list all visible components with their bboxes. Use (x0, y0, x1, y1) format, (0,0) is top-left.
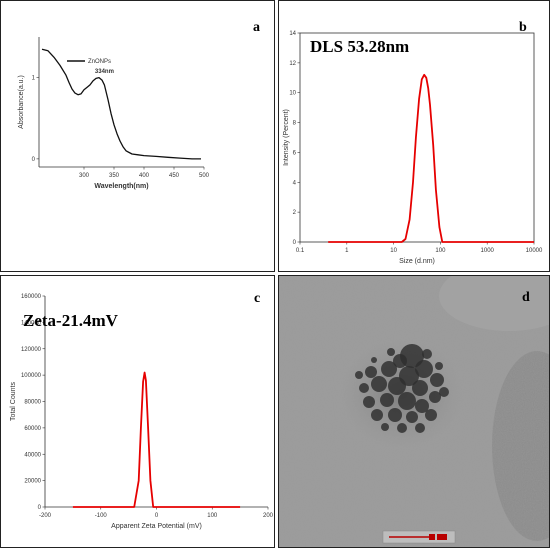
tem-particle (371, 409, 383, 421)
x-tick-label: 100 (435, 248, 446, 254)
tem-particle (381, 361, 397, 377)
tem-particle (387, 348, 395, 356)
series-line (72, 371, 241, 508)
tem-particle (430, 373, 444, 387)
tem-particle (371, 357, 377, 363)
y-tick-label: 120000 (21, 347, 42, 353)
x-tick-label: 1 (345, 248, 349, 254)
tem-particle (425, 409, 437, 421)
y-tick-label: 0 (38, 505, 42, 511)
x-axis-label: Size (d.nm) (399, 258, 435, 265)
y-tick-label: 20000 (24, 479, 41, 485)
y-tick-label: 12 (289, 61, 296, 67)
tem-particle (397, 423, 407, 433)
y-tick-label: 1 (32, 76, 36, 82)
panel-c-zeta-chart: -200 -100 0 100 200 0 20000 40000 60000 80000 1000… (0, 275, 275, 548)
tem-particle (388, 408, 402, 422)
y-axis-label: Intensity (Percent) (283, 109, 290, 166)
tem-particle (406, 411, 418, 423)
y-tick-label: 14 (289, 31, 296, 37)
x-tick-label: -100 (95, 513, 108, 519)
panel-letter-c: c (254, 291, 260, 306)
x-axis-label: Apparent Zeta Potential (mV) (111, 523, 202, 530)
tem-particle (371, 376, 387, 392)
y-tick-label: 4 (293, 180, 297, 186)
y-tick-label: 140000 (21, 320, 42, 326)
panel-letter-d: d (522, 290, 530, 305)
tem-particle (415, 399, 429, 413)
panel-letter-b: b (519, 20, 527, 35)
x-tick-label: 500 (199, 173, 210, 179)
x-tick-label: 1000 (481, 248, 495, 254)
y-tick-label: 40000 (24, 452, 41, 458)
x-tick-label: 300 (79, 173, 90, 179)
x-tick-label: 350 (109, 173, 120, 179)
plot-frame (299, 32, 535, 243)
y-tick-label: 2 (293, 210, 297, 216)
tem-particle (435, 362, 443, 370)
series-line (328, 73, 534, 243)
tem-svg: d (279, 276, 549, 547)
series-line (41, 48, 201, 160)
zeta-title: Zeta-21.4mV (23, 311, 119, 330)
tem-particle (380, 393, 394, 407)
tem-particle (412, 380, 428, 396)
panel-b-dls-chart: 0.1 1 10 100 1000 10000 0 2 4 6 8 10 12 14 Size (d.nm)… (278, 0, 550, 272)
zeta-svg: -200 -100 0 100 200 0 20000 40000 60000 80000 1000… (10, 291, 274, 530)
tem-scale-bar (382, 530, 456, 544)
peak-annotation: 334nm (95, 69, 114, 75)
panel-a-uv-vis-chart: 300 350 400 450 500 0 1 Wavelength(nm) Absorbanc… (0, 0, 275, 272)
x-tick-label: 100 (207, 513, 218, 519)
tem-particle (422, 349, 432, 359)
y-tick-label: 8 (293, 121, 297, 127)
y-tick-label: 160000 (21, 294, 42, 300)
y-tick-label: 0 (32, 157, 36, 163)
x-tick-label: 0 (155, 513, 159, 519)
tem-particle (429, 391, 441, 403)
tem-particle (359, 383, 369, 393)
y-tick-label: 100000 (21, 373, 42, 379)
tem-nanoparticle-cluster (355, 344, 449, 433)
x-tick-label: 400 (139, 173, 150, 179)
y-tick-label: 80000 (24, 400, 41, 406)
tem-particle (393, 354, 407, 368)
x-tick-label: 450 (169, 173, 180, 179)
tem-particle (415, 423, 425, 433)
tem-particle (439, 387, 449, 397)
tem-particle (415, 360, 433, 378)
tem-particle (398, 392, 416, 410)
legend-label: ZnONPs (88, 59, 111, 65)
tem-particle (355, 371, 363, 379)
y-tick-label: 10 (289, 91, 296, 97)
tem-particle (365, 366, 377, 378)
tem-particle (381, 423, 389, 431)
y-axis-label: Total Counts (10, 382, 17, 421)
x-tick-label: 10 (390, 248, 397, 254)
dls-title: DLS 53.28nm (310, 37, 409, 56)
uv-vis-svg: 300 350 400 450 500 0 1 Wavelength(nm) Absorbanc… (18, 20, 260, 190)
x-tick-label: 200 (263, 513, 274, 519)
x-axis-label: Wavelength(nm) (94, 183, 148, 190)
x-tick-label: 0.1 (296, 248, 305, 254)
tem-particle (363, 396, 375, 408)
y-tick-label: 60000 (24, 426, 41, 432)
x-tick-label: -200 (39, 513, 52, 519)
y-tick-label: 6 (293, 150, 297, 156)
panel-d-tem-image: d (278, 275, 550, 548)
dls-svg: 0.1 1 10 100 1000 10000 0 2 4 6 8 10 12 14 Size (d.nm)… (283, 20, 543, 265)
y-tick-label: 0 (293, 240, 297, 246)
tem-particle (388, 377, 406, 395)
x-tick-label: 10000 (526, 248, 543, 254)
y-axis-label: Absorbance(a.u.) (18, 75, 25, 129)
panel-letter-a: a (253, 20, 260, 35)
